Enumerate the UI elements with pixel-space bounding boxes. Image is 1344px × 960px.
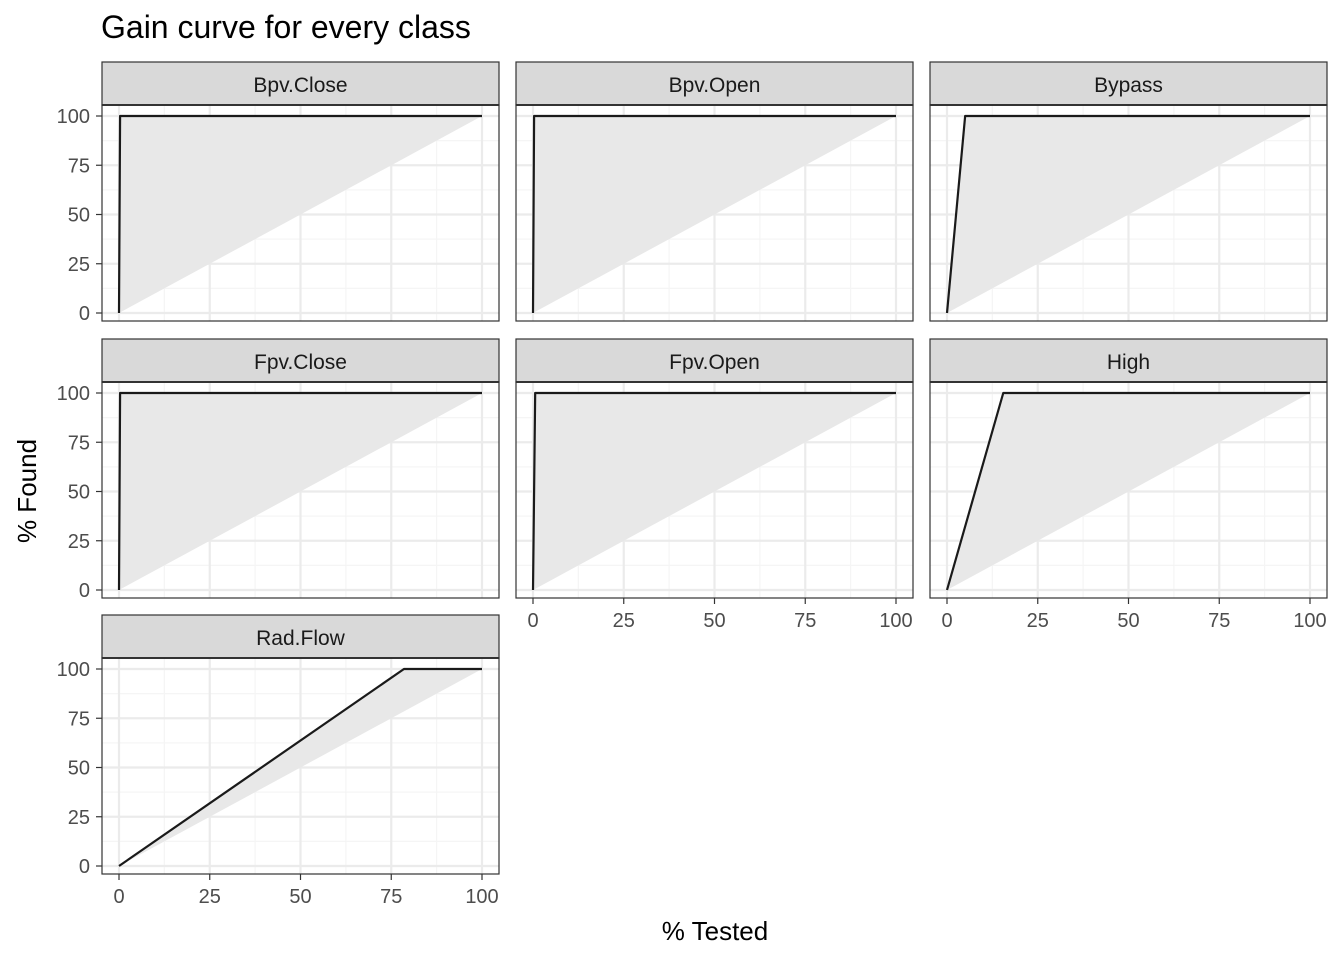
y-axis-title: % Found	[12, 439, 42, 543]
strip-label-bpv-open: Bpv.Open	[669, 74, 761, 97]
strip-label-rad-flow: Rad.Flow	[256, 627, 346, 650]
strip-background	[515, 61, 914, 106]
gain-shaded-area	[119, 669, 482, 866]
x-tick-label: 0	[941, 610, 952, 632]
y-tick-label: 75	[68, 708, 90, 730]
y-tick-label: 100	[57, 383, 90, 405]
strip-background	[101, 61, 500, 106]
strip-background	[101, 338, 500, 383]
y-tick-label: 25	[68, 531, 90, 553]
gain-curve-line	[531, 114, 896, 314]
x-tick-label: 100	[879, 610, 912, 632]
strip-label-fpv-close: Fpv.Close	[254, 351, 347, 374]
facet-panel-bypass: Bypass	[929, 61, 1328, 322]
y-tick-label: 100	[57, 106, 90, 128]
x-tick-label: 50	[703, 610, 725, 632]
facet-panel-rad-flow: Rad.Flow 0 25 50 75 100 0 25 50 75 100	[57, 614, 500, 908]
gain-shaded-area	[533, 393, 896, 590]
gain-shaded-area	[947, 116, 1310, 313]
x-tick-label: 75	[794, 610, 816, 632]
chart-title: Gain curve for every class	[101, 9, 471, 45]
facet-panel-high: High 0 25 50 75 100	[929, 338, 1328, 632]
y-tick-label: 0	[79, 856, 90, 878]
strip-label-bpv-close: Bpv.Close	[253, 74, 347, 97]
y-tick-label: 0	[79, 303, 90, 325]
y-tick-label: 50	[68, 758, 90, 780]
y-tick-label: 75	[68, 155, 90, 177]
facet-panels: Bpv.Close 0 25 50 75 100 Bpv.Open Bypass Fpv.Clo…	[57, 61, 1328, 908]
facet-panel-fpv-close: Fpv.Close 0 25 50 75 100	[57, 338, 500, 602]
x-tick-label: 25	[613, 610, 635, 632]
x-tick-label: 25	[1027, 610, 1049, 632]
strip-label-high: High	[1107, 351, 1150, 374]
gain-curve-line	[117, 391, 482, 591]
strip-background	[929, 338, 1328, 383]
gain-curve-line	[945, 114, 1310, 314]
strip-background	[929, 61, 1328, 106]
gain-curve-line	[117, 114, 482, 314]
y-tick-label: 0	[79, 580, 90, 602]
x-tick-label: 75	[1208, 610, 1230, 632]
x-tick-label: 25	[199, 886, 221, 908]
gain-curve-line	[531, 391, 896, 591]
y-tick-label: 50	[68, 482, 90, 504]
gain-shaded-area	[119, 393, 482, 590]
y-tick-label: 50	[68, 205, 90, 227]
x-tick-label: 0	[527, 610, 538, 632]
gain-curve-line	[118, 667, 482, 867]
x-tick-label: 100	[465, 886, 498, 908]
facet-panel-bpv-close: Bpv.Close 0 25 50 75 100	[57, 61, 500, 325]
facet-panel-fpv-open: Fpv.Open 0 25 50 75 100	[515, 338, 914, 632]
facet-panel-bpv-open: Bpv.Open	[515, 61, 914, 322]
x-tick-label: 0	[113, 886, 124, 908]
gain-shaded-area	[119, 116, 482, 313]
gain-curve-line	[945, 391, 1310, 591]
strip-label-fpv-open: Fpv.Open	[669, 351, 760, 374]
x-tick-label: 100	[1293, 610, 1326, 632]
strip-background	[515, 338, 914, 383]
strip-label-bypass: Bypass	[1094, 74, 1163, 97]
y-tick-label: 75	[68, 432, 90, 454]
y-tick-label: 25	[68, 254, 90, 276]
x-tick-label: 50	[289, 886, 311, 908]
x-tick-label: 75	[380, 886, 402, 908]
x-axis-title: % Tested	[662, 916, 768, 946]
y-tick-label: 100	[57, 659, 90, 681]
gain-shaded-area	[947, 393, 1310, 590]
gain-shaded-area	[533, 116, 896, 313]
x-tick-label: 50	[1117, 610, 1139, 632]
y-tick-label: 25	[68, 807, 90, 829]
